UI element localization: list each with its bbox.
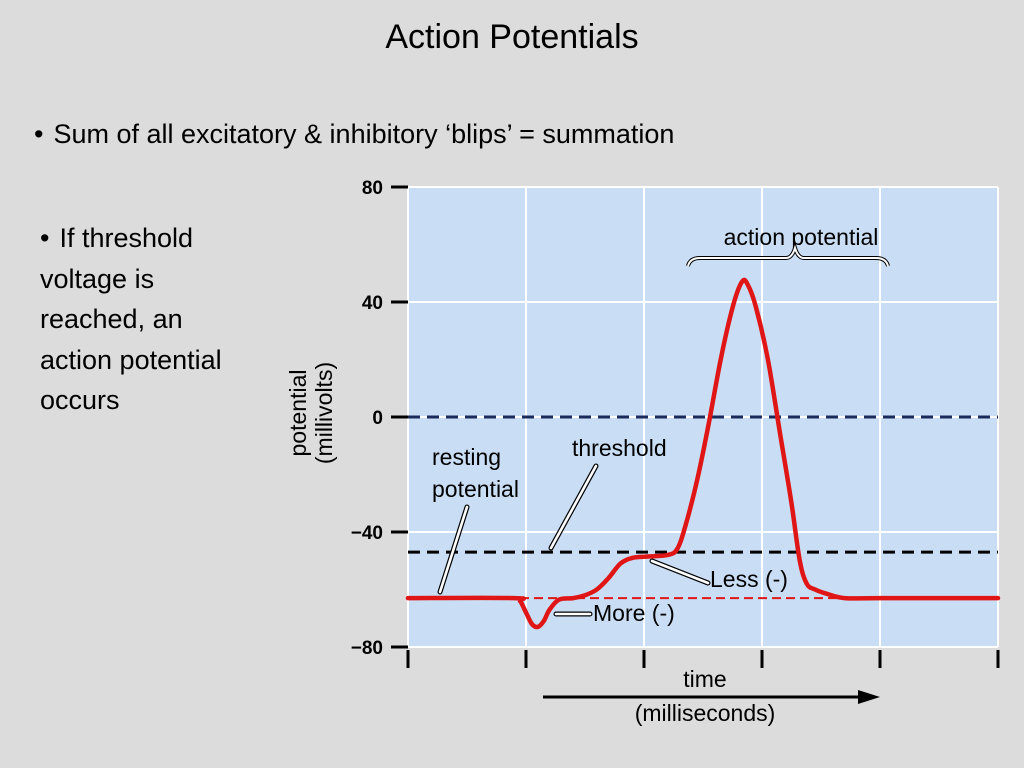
bullet-text: If threshold voltage is reached, an acti… — [40, 223, 222, 415]
bullet-summation: • Sum of all excitatory & inhibitory ‘bli… — [34, 116, 714, 153]
y-tick-label: −80 — [351, 638, 383, 659]
bullet-dot: • — [40, 223, 50, 253]
axes: 80 40 0 −40 −80 — [351, 178, 1000, 668]
resting-potential-pointer — [438, 505, 469, 594]
resting-potential-label-line: resting — [432, 444, 501, 470]
less-negative-label: Less (-) — [710, 566, 788, 592]
resting-potential-label-line: potential — [432, 476, 519, 502]
membrane-potential-trace — [405, 277, 1001, 630]
more-negative-label: More (-) — [593, 600, 675, 626]
x-axis-title-line: (milliseconds) — [635, 700, 776, 726]
y-tick-label: 40 — [362, 293, 383, 314]
annotations: action potential resting potential threshol… — [432, 224, 890, 626]
action-potential-label: action potential — [724, 224, 879, 250]
slide-title: Action Potentials — [385, 18, 639, 56]
y-tick-label: 80 — [362, 178, 383, 199]
resting-potential-label: resting potential — [432, 444, 519, 502]
series-group — [405, 277, 1001, 630]
x-axis-title-line: time — [683, 666, 726, 692]
y-tick-label: 0 — [372, 408, 383, 429]
x-axis-title: time (milliseconds) — [635, 666, 776, 726]
time-arrow-head — [858, 690, 880, 704]
bullet-dot: • — [34, 119, 44, 149]
y-axis-title-line: (millivolts) — [311, 362, 337, 464]
bullet-threshold: • If threshold voltage is reached, an act… — [40, 218, 255, 421]
y-axis-title-line: potential — [285, 370, 311, 457]
y-axis-label: potential(millivolts) — [285, 362, 337, 464]
x-axis-label: time (milliseconds) — [543, 666, 880, 726]
threshold-pointer — [549, 464, 598, 550]
bullet-text: Sum of all excitatory & inhibitory ‘blip… — [53, 119, 675, 149]
action-potential-brace — [687, 244, 889, 267]
less-negative-pointer — [650, 559, 710, 585]
y-axis-title: potential(millivolts) — [285, 362, 337, 464]
y-tick-label: −40 — [351, 523, 383, 544]
threshold-label: threshold — [572, 435, 667, 461]
